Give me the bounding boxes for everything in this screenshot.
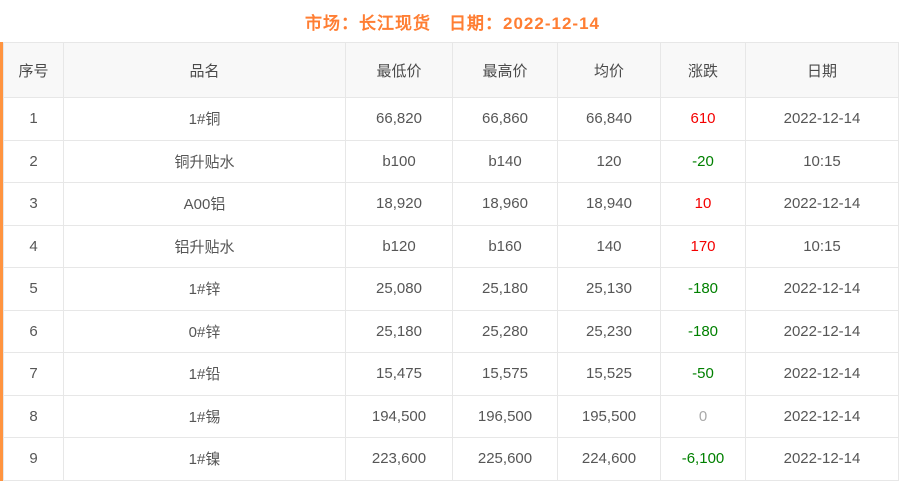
cell-change: 0 (660, 394, 746, 438)
header-high: 最高价 (452, 42, 558, 98)
cell-change: -6,100 (660, 437, 746, 481)
cell-avg: 195,500 (557, 394, 661, 438)
page-title: 市场：长江现货 日期：2022-12-14 (305, 13, 600, 33)
cell-high: 25,180 (452, 267, 558, 311)
header-date: 日期 (745, 42, 899, 98)
cell-name: 铜升贴水 (63, 139, 346, 183)
cell-date: 2022-12-14 (745, 352, 899, 396)
table-body: 1 1#铜 66,820 66,860 66,840 610 2022-12-1… (3, 97, 899, 481)
cell-change: -180 (660, 267, 746, 311)
cell-name: 0#锌 (63, 309, 346, 353)
cell-low: 223,600 (345, 437, 453, 481)
cell-low: 25,080 (345, 267, 453, 311)
table-row: 2 铜升贴水 b100 b140 120 -20 10:15 (3, 139, 899, 183)
cell-high: 15,575 (452, 352, 558, 396)
cell-seq: 4 (3, 224, 64, 268)
cell-name: 1#铅 (63, 352, 346, 396)
cell-name: A00铝 (63, 182, 346, 226)
cell-name: 1#镍 (63, 437, 346, 481)
cell-low: b100 (345, 139, 453, 183)
cell-seq: 8 (3, 394, 64, 438)
cell-high: 225,600 (452, 437, 558, 481)
cell-change: -20 (660, 139, 746, 183)
cell-seq: 2 (3, 139, 64, 183)
cell-date: 2022-12-14 (745, 309, 899, 353)
cell-name: 1#锌 (63, 267, 346, 311)
cell-change: 170 (660, 224, 746, 268)
price-table-container: 序号 品名 最低价 最高价 均价 涨跌 日期 1 1#铜 66,820 66,8… (0, 42, 899, 481)
cell-date: 2022-12-14 (745, 182, 899, 226)
table-row: 1 1#铜 66,820 66,860 66,840 610 2022-12-1… (3, 97, 899, 141)
table-row: 8 1#锡 194,500 196,500 195,500 0 2022-12-… (3, 394, 899, 438)
cell-low: 66,820 (345, 97, 453, 141)
cell-date: 10:15 (745, 224, 899, 268)
cell-avg: 224,600 (557, 437, 661, 481)
cell-avg: 140 (557, 224, 661, 268)
table-header: 序号 品名 最低价 最高价 均价 涨跌 日期 (3, 42, 899, 98)
cell-low: 18,920 (345, 182, 453, 226)
cell-seq: 9 (3, 437, 64, 481)
cell-avg: 120 (557, 139, 661, 183)
header-low: 最低价 (345, 42, 453, 98)
cell-name: 铝升贴水 (63, 224, 346, 268)
cell-high: 18,960 (452, 182, 558, 226)
header-row: 序号 品名 最低价 最高价 均价 涨跌 日期 (3, 42, 899, 98)
cell-high: 66,860 (452, 97, 558, 141)
cell-change: -50 (660, 352, 746, 396)
cell-seq: 3 (3, 182, 64, 226)
cell-date: 10:15 (745, 139, 899, 183)
table-row: 6 0#锌 25,180 25,280 25,230 -180 2022-12-… (3, 309, 899, 353)
cell-avg: 66,840 (557, 97, 661, 141)
cell-seq: 7 (3, 352, 64, 396)
cell-high: b160 (452, 224, 558, 268)
table-row: 7 1#铅 15,475 15,575 15,525 -50 2022-12-1… (3, 352, 899, 396)
header-seq: 序号 (3, 42, 64, 98)
cell-date: 2022-12-14 (745, 267, 899, 311)
cell-high: 25,280 (452, 309, 558, 353)
cell-date: 2022-12-14 (745, 97, 899, 141)
cell-change: 10 (660, 182, 746, 226)
header-avg: 均价 (557, 42, 661, 98)
header-change: 涨跌 (660, 42, 746, 98)
header-name: 品名 (63, 42, 346, 98)
cell-name: 1#铜 (63, 97, 346, 141)
cell-change: -180 (660, 309, 746, 353)
cell-high: 196,500 (452, 394, 558, 438)
cell-avg: 25,230 (557, 309, 661, 353)
cell-low: 194,500 (345, 394, 453, 438)
cell-seq: 1 (3, 97, 64, 141)
cell-avg: 18,940 (557, 182, 661, 226)
cell-date: 2022-12-14 (745, 394, 899, 438)
cell-low: 25,180 (345, 309, 453, 353)
cell-seq: 6 (3, 309, 64, 353)
cell-low: 15,475 (345, 352, 453, 396)
table-row: 9 1#镍 223,600 225,600 224,600 -6,100 202… (3, 437, 899, 481)
cell-avg: 25,130 (557, 267, 661, 311)
cell-change: 610 (660, 97, 746, 141)
cell-avg: 15,525 (557, 352, 661, 396)
table-row: 4 铝升贴水 b120 b160 140 170 10:15 (3, 224, 899, 268)
cell-name: 1#锡 (63, 394, 346, 438)
price-table: 序号 品名 最低价 最高价 均价 涨跌 日期 1 1#铜 66,820 66,8… (3, 42, 899, 481)
cell-low: b120 (345, 224, 453, 268)
cell-date: 2022-12-14 (745, 437, 899, 481)
table-row: 3 A00铝 18,920 18,960 18,940 10 2022-12-1… (3, 182, 899, 226)
cell-high: b140 (452, 139, 558, 183)
table-row: 5 1#锌 25,080 25,180 25,130 -180 2022-12-… (3, 267, 899, 311)
cell-seq: 5 (3, 267, 64, 311)
